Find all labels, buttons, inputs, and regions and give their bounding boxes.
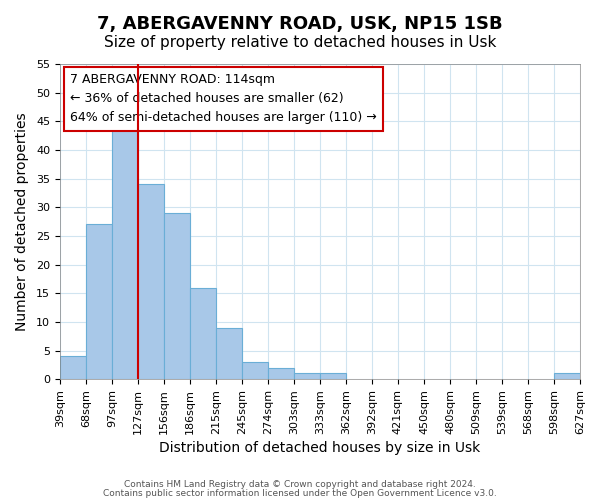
- Text: 7 ABERGAVENNY ROAD: 114sqm
← 36% of detached houses are smaller (62)
64% of semi: 7 ABERGAVENNY ROAD: 114sqm ← 36% of deta…: [70, 74, 377, 124]
- Text: Size of property relative to detached houses in Usk: Size of property relative to detached ho…: [104, 35, 496, 50]
- Bar: [216, 328, 242, 379]
- Bar: [112, 116, 138, 379]
- Bar: [554, 374, 580, 379]
- Bar: [294, 374, 320, 379]
- Text: Contains HM Land Registry data © Crown copyright and database right 2024.: Contains HM Land Registry data © Crown c…: [124, 480, 476, 489]
- Bar: [242, 362, 268, 379]
- Bar: [138, 184, 164, 379]
- Bar: [320, 374, 346, 379]
- Bar: [190, 288, 216, 379]
- Text: 7, ABERGAVENNY ROAD, USK, NP15 1SB: 7, ABERGAVENNY ROAD, USK, NP15 1SB: [97, 15, 503, 33]
- Bar: [60, 356, 86, 379]
- Y-axis label: Number of detached properties: Number of detached properties: [15, 112, 29, 331]
- X-axis label: Distribution of detached houses by size in Usk: Distribution of detached houses by size …: [159, 441, 481, 455]
- Bar: [86, 224, 112, 379]
- Bar: [268, 368, 294, 379]
- Text: Contains public sector information licensed under the Open Government Licence v3: Contains public sector information licen…: [103, 488, 497, 498]
- Bar: [164, 213, 190, 379]
